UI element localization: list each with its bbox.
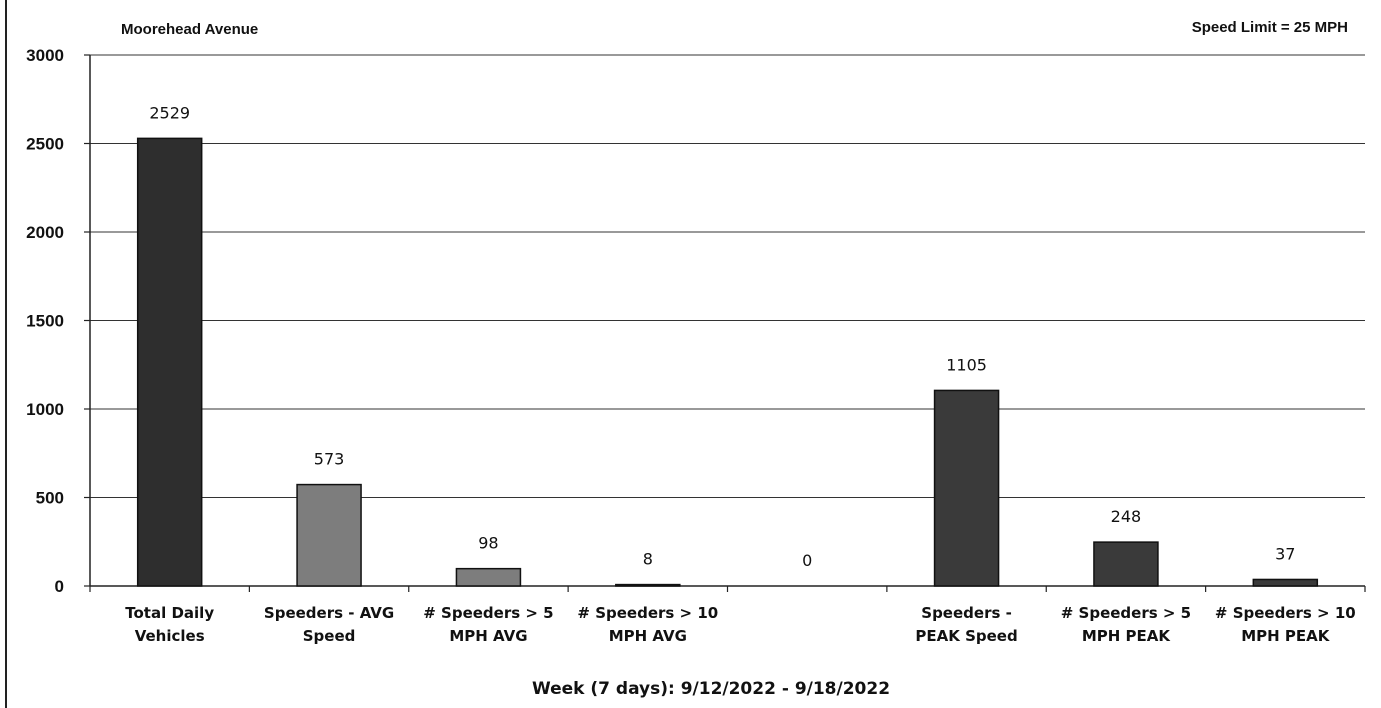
y-tick-label: 2500 [26, 135, 64, 154]
data-label: 8 [643, 550, 653, 569]
x-tick-label: Vehicles [135, 627, 205, 645]
x-tick-label: Speed [303, 627, 356, 645]
x-tick-label: # Speeders > 10 [577, 604, 718, 622]
data-label: 1105 [946, 355, 987, 374]
x-tick-label: Total Daily [125, 604, 214, 622]
bar [136, 137, 203, 587]
x-tick-label: PEAK Speed [915, 627, 1017, 645]
bar [455, 567, 522, 587]
data-labels: 2529 573 98 8 0 1105 248 37 [149, 103, 1295, 570]
bar [1093, 541, 1159, 587]
data-label: 573 [314, 450, 345, 469]
x-axis-tick-labels: Total Daily Vehicles Speeders - AVG Speed # … [89, 586, 1366, 645]
x-tick-label: # Speeders > 5 [1061, 604, 1191, 622]
x-tick-label: MPH AVG [449, 627, 527, 645]
data-label: 98 [478, 534, 498, 553]
y-tick-label: 2000 [26, 223, 64, 242]
x-axis-label: Week (7 days): 9/12/2022 - 9/18/2022 [532, 679, 890, 699]
y-tick-label: 1000 [26, 400, 64, 419]
x-tick-label: MPH AVG [609, 627, 687, 645]
bar [296, 483, 362, 587]
y-axis-tick-labels: 0 500 1000 1500 2000 2500 3000 [26, 46, 64, 596]
x-tick-label: MPH PEAK [1241, 627, 1331, 645]
gridlines [84, 54, 1365, 587]
bars [136, 137, 1319, 587]
data-label: 37 [1275, 544, 1295, 563]
data-label: 0 [802, 551, 812, 570]
data-label: 2529 [149, 103, 190, 122]
speed-limit-note: Speed Limit = 25 MPH [1192, 19, 1348, 36]
x-tick-label: Speeders - [921, 604, 1012, 622]
y-tick-label: 1500 [26, 312, 64, 331]
x-tick-label: Speeders - AVG [264, 604, 394, 622]
bar [933, 389, 1000, 587]
y-tick-label: 3000 [26, 46, 64, 65]
x-tick-label: # Speeders > 10 [1215, 604, 1356, 622]
bar [615, 583, 681, 587]
y-tick-label: 0 [55, 577, 64, 596]
data-label: 248 [1111, 507, 1142, 526]
y-tick-label: 500 [36, 489, 64, 508]
bar [1252, 578, 1319, 587]
chart-title: Moorehead Avenue [121, 21, 258, 38]
x-tick-label: # Speeders > 5 [423, 604, 553, 622]
x-tick-label: MPH PEAK [1082, 627, 1172, 645]
